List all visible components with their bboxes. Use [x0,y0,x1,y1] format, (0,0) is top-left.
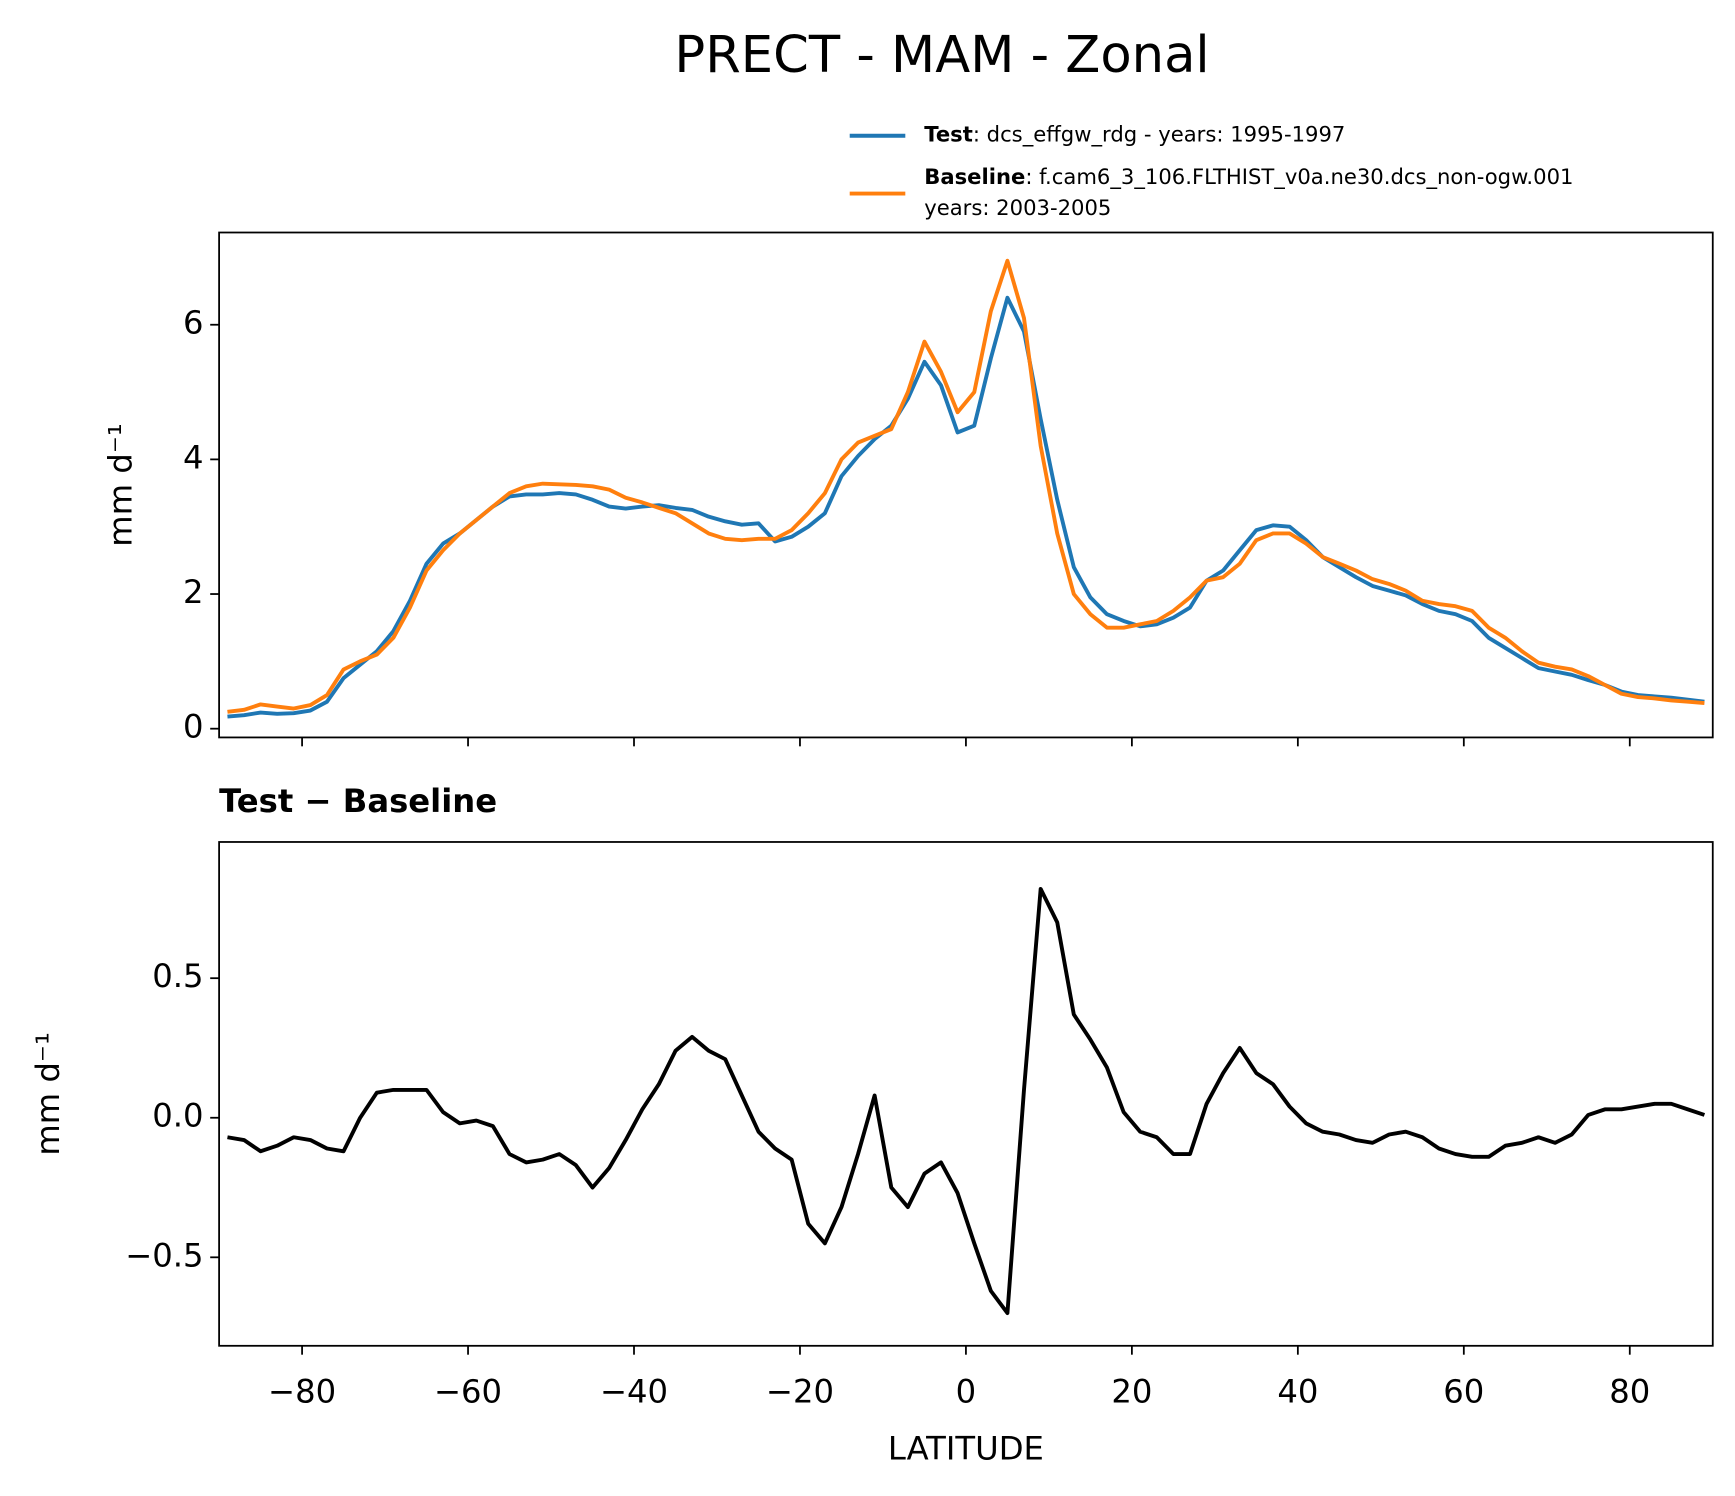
x-tick-label: −60 [434,1373,502,1411]
x-tick-label: 20 [1111,1373,1152,1411]
x-tick-label: 60 [1443,1373,1484,1411]
legend-description: : f.cam6_3_106.FLTHIST_v0a.ne30.dcs_non-… [1025,164,1573,190]
x-tick-label: −20 [766,1373,834,1411]
x-tick-label: −80 [268,1373,336,1411]
data-line [227,258,1705,714]
legend-label: Baseline: f.cam6_3_106.FLTHIST_v0a.ne30.… [924,164,1573,190]
x-tick-label: −40 [600,1373,668,1411]
y-tick-label: 0.0 [152,1097,203,1135]
x-tick-label: 80 [1609,1373,1650,1411]
y-tick-label: 6 [183,304,204,342]
axes-frame [218,231,1714,739]
axes-frame [218,841,1714,1347]
y-tick-label: 4 [183,438,204,476]
y-tick-label: 0 [183,708,204,746]
chart-title: PRECT - MAM - Zonal [674,26,1209,85]
legend-name: Test [924,122,973,147]
x-axis-label: LATITUDE [888,1429,1044,1467]
y-tick-label: −0.5 [125,1236,203,1274]
x-tick-label: 0 [956,1373,977,1411]
x-tick-label: 40 [1277,1373,1318,1411]
y-tick-label: 0.5 [152,957,203,995]
y-tick-label: 2 [183,573,204,611]
y-axis-label: mm d⁻¹ [29,1032,67,1156]
data-line [227,886,1706,1316]
legend-description: years: 2003-2005 [924,195,1111,220]
axes-title: Test − Baseline [219,782,497,820]
legend-description: : dcs_effgw_rdg - years: 1995-1997 [973,122,1346,148]
legend-name: Baseline [924,164,1025,189]
y-axis-label: mm d⁻¹ [101,423,139,547]
legend-label: Test: dcs_effgw_rdg - years: 1995-1997 [924,122,1345,148]
